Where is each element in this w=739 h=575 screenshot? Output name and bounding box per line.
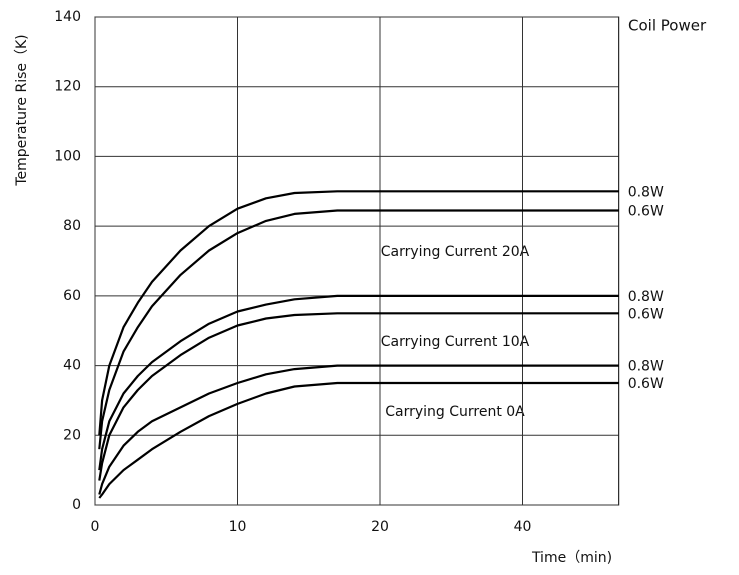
line [98,312,619,481]
y-tick-label: 60 [63,288,81,304]
line [98,190,619,436]
plot-frame [94,16,620,506]
annotation: Carrying Current 10A [381,334,530,350]
y-tick-label: 140 [54,9,81,25]
x-tick-label: 10 [229,519,247,535]
line [98,381,619,499]
legend-title: Coil Power [628,17,707,35]
annotation: Carrying Current 20A [381,244,530,260]
y-axis-label: Temperature Rise（K) [14,34,30,186]
y-tick-label: 120 [54,79,81,95]
y-tick-label: 100 [54,148,81,164]
x-tick-label: 0 [91,519,100,535]
line [98,294,619,471]
legend-label: 0.8W [628,289,664,305]
legend-label: 0.8W [628,184,664,200]
legend-label: 0.6W [628,376,664,392]
line [98,209,619,450]
y-tick-label: 20 [63,427,81,443]
line [98,364,619,495]
y-tick-label: 40 [63,358,81,374]
annotation: Carrying Current 0A [385,404,525,420]
legend-label: 0.6W [628,203,664,219]
y-tick-label: 0 [72,497,81,513]
x-tick-label: 40 [514,519,532,535]
x-axis-label: Time（min) [531,550,612,566]
legend-label: 0.6W [628,306,664,322]
x-tick-label: 20 [371,519,389,535]
legend-label: 0.8W [628,359,664,375]
y-tick-label: 80 [63,218,81,234]
